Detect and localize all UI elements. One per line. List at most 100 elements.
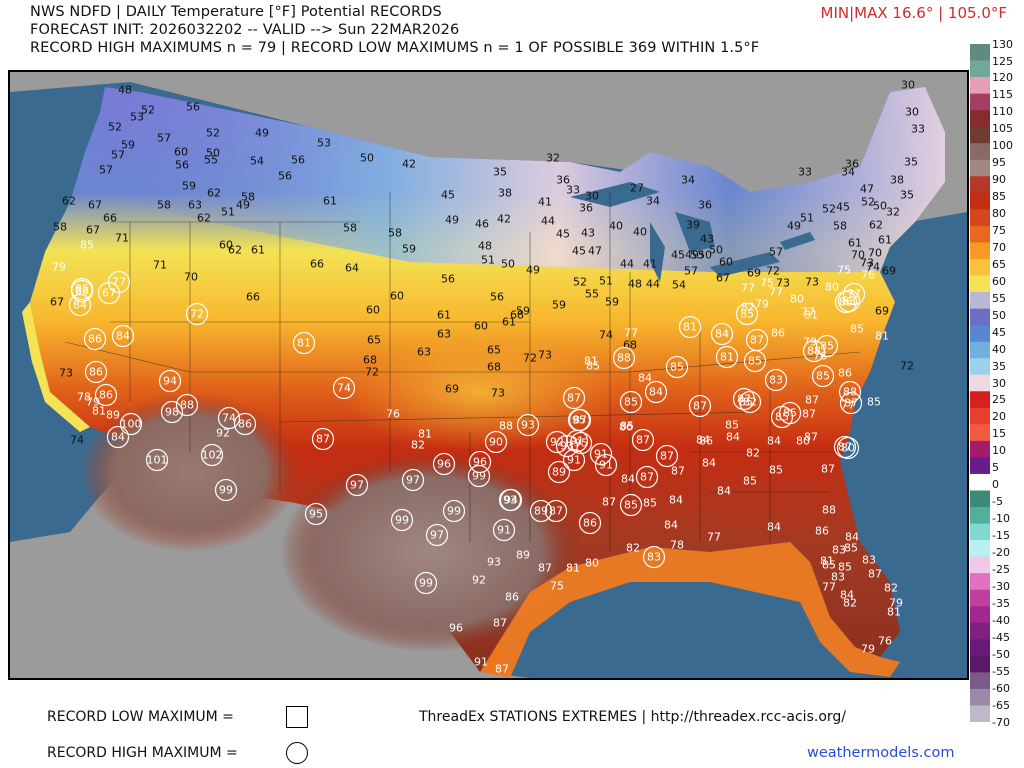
colorbar-tick-label: 120 — [992, 71, 1013, 85]
colorbar-tick-label: 80 — [992, 207, 1006, 220]
station-value: 87 — [821, 463, 835, 476]
station-value: 81 — [92, 405, 106, 418]
station-value: 73 — [59, 367, 73, 380]
record-high-circle — [770, 405, 794, 429]
record-high-circle — [414, 571, 438, 595]
record-high-value: 85 — [783, 407, 797, 420]
station-value: 62 — [869, 219, 883, 232]
station-value: 63 — [188, 199, 202, 212]
station-value: 63 — [437, 328, 451, 341]
record-high-value: 89 — [534, 505, 548, 518]
station-value: 84 — [702, 457, 716, 470]
station-value: 58 — [53, 221, 67, 234]
colorbar-tick-label: -70 — [992, 715, 1010, 729]
station-value: 70 — [184, 271, 198, 284]
station-value: 75 — [760, 277, 774, 290]
record-high-value: 81 — [720, 351, 734, 364]
station-value: 34 — [681, 174, 695, 187]
record-high-circle — [160, 400, 184, 424]
station-value: 53 — [130, 111, 144, 124]
station-value: 76 — [878, 635, 892, 648]
station-value: 93 — [487, 556, 501, 569]
colorbar-swatch — [970, 275, 990, 293]
record-high-circle — [158, 369, 182, 393]
station-value: 52 — [206, 127, 220, 140]
station-value: 84 — [638, 372, 652, 385]
record-high-circle — [83, 327, 107, 351]
colorbar-swatch — [970, 258, 990, 277]
station-value: 49 — [787, 220, 801, 233]
station-value: 57 — [99, 164, 113, 177]
record-high-circle — [390, 508, 414, 532]
record-high-value: 72 — [190, 308, 204, 321]
colorbar-tick-label: -15 — [992, 529, 1010, 542]
station-value: 59 — [552, 299, 566, 312]
station-value: 84 — [726, 431, 740, 444]
station-value: 47 — [588, 245, 602, 258]
colorbar-swatch — [970, 192, 990, 210]
colorbar-tick-label: -60 — [992, 681, 1010, 695]
station-value: 87 — [538, 562, 552, 575]
colorbar-swatch — [970, 209, 990, 227]
station-value: 75 — [550, 580, 564, 593]
record-high-circle — [84, 360, 108, 384]
colorbar-tick-label: -25 — [992, 562, 1010, 576]
station-value: 56 — [175, 159, 189, 172]
station-value: 61 — [251, 244, 265, 257]
station-value: 74 — [866, 261, 880, 274]
station-value: 40 — [633, 226, 647, 239]
record-high-value: 87 — [737, 393, 751, 406]
site-watermark[interactable]: weathermodels.com — [807, 745, 955, 761]
record-high-value: 84 — [715, 328, 729, 341]
record-high-value: 87 — [693, 400, 707, 413]
record-high-value: 98 — [165, 406, 179, 419]
station-value: 50 — [501, 258, 515, 271]
colorbar-swatch — [970, 672, 990, 690]
record-high-circle — [619, 493, 643, 517]
station-value: 67 — [716, 272, 730, 285]
station-value: 76 — [861, 269, 875, 282]
record-high-circle — [106, 425, 130, 449]
station-value: 64 — [345, 262, 359, 275]
station-value: 53 — [317, 137, 331, 150]
record-high-value: 86 — [88, 333, 102, 346]
colorbar-swatch — [970, 292, 990, 310]
record-high-circle — [432, 452, 456, 476]
colorbar-swatch — [970, 60, 990, 78]
station-value: 61 — [502, 316, 516, 329]
station-value: 58 — [157, 199, 171, 212]
station-value: 85 — [844, 542, 858, 555]
station-value: 84 — [717, 485, 731, 498]
record-high-value: 94 — [163, 375, 177, 388]
record-high-value: 87 — [660, 450, 674, 463]
station-value: 77 — [624, 327, 638, 340]
record-high-value: 83 — [769, 374, 783, 387]
station-value: 67 — [86, 224, 100, 237]
colorbar-tick-label: -30 — [992, 579, 1010, 593]
record-high-value: 91 — [567, 454, 581, 467]
station-value: 79 — [861, 643, 875, 656]
record-high-circle — [738, 390, 762, 414]
colorbar-swatch — [970, 589, 990, 607]
station-value: 67 — [88, 199, 102, 212]
station-value: 60 — [366, 304, 380, 317]
station-value: 63 — [417, 346, 431, 359]
record-high-circle — [529, 499, 553, 523]
station-value: 27 — [630, 182, 644, 195]
colorbar-tick-label: -40 — [992, 613, 1010, 627]
colorbar-swatch — [970, 242, 990, 260]
record-high-circle — [200, 443, 224, 467]
station-value: 41 — [643, 258, 657, 271]
station-value: 87 — [802, 408, 816, 421]
colorbar-swatch — [970, 688, 990, 707]
record-high-value: 85 — [748, 355, 762, 368]
station-value: 38 — [498, 187, 512, 200]
station-value: 60 — [719, 256, 733, 269]
station-value: 51 — [481, 254, 495, 267]
record-high-circle — [111, 324, 135, 348]
station-value: 70 — [868, 247, 882, 260]
colorbar-tick-label: 5 — [992, 461, 999, 475]
record-high-value: 101 — [147, 454, 168, 467]
record-high-circle — [68, 293, 92, 317]
station-value: 71 — [115, 232, 129, 245]
